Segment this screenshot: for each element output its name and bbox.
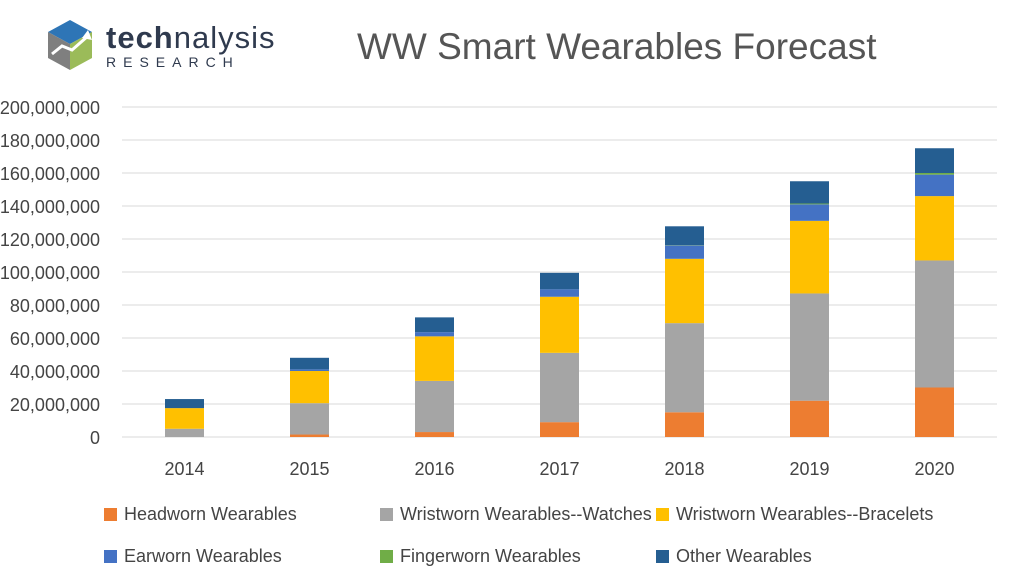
x-tick-label: 2019 bbox=[789, 459, 829, 479]
legend-label: Fingerworn Wearables bbox=[400, 545, 581, 566]
bar-segment-headworn-2018 bbox=[665, 412, 704, 437]
bar-segment-other-2015 bbox=[290, 357, 329, 370]
bar-segment-watches-2015 bbox=[290, 403, 329, 435]
bar-segment-watches-2019 bbox=[790, 293, 829, 401]
bar-segment-bracelets-2019 bbox=[790, 220, 829, 294]
stacked-bar-chart: 0 20,000,000 40,000,000 60,000,000 80,000,00… bbox=[0, 98, 997, 479]
logo-word-bold: tech bbox=[106, 20, 174, 55]
bar-segment-watches-2020 bbox=[915, 260, 954, 388]
bar-segment-earworn-2015 bbox=[290, 369, 329, 371]
bar-segment-other-2019 bbox=[790, 181, 829, 204]
logo-tagline: RESEARCH bbox=[106, 54, 240, 70]
bar-segment-other-2014 bbox=[165, 399, 204, 409]
bar-segment-bracelets-2020 bbox=[915, 196, 954, 261]
chart-legend: Headworn Wearables Wristworn Wearables--W… bbox=[104, 502, 1004, 582]
bar-segment-headworn-2016 bbox=[415, 432, 454, 437]
x-tick-label: 2016 bbox=[414, 459, 454, 479]
x-tick-label: 2018 bbox=[664, 459, 704, 479]
bar-segment-other-2018 bbox=[665, 226, 704, 246]
bar-segment-watches-2014 bbox=[165, 428, 204, 437]
x-tick-label: 2014 bbox=[164, 459, 204, 479]
legend-swatch bbox=[104, 549, 117, 563]
legend-label: Earworn Wearables bbox=[124, 545, 282, 566]
legend-item-other: Other Wearables bbox=[656, 544, 812, 568]
x-tick-label: 2017 bbox=[539, 459, 579, 479]
x-tick-label: 2020 bbox=[914, 459, 954, 479]
bar-segment-earworn-2018 bbox=[665, 245, 704, 259]
technalysis-research-logo: technalysis RESEARCH bbox=[44, 14, 304, 80]
chart-title: WW Smart Wearables Forecast bbox=[357, 26, 877, 67]
bar-segment-bracelets-2014 bbox=[165, 408, 204, 429]
bar-segment-bracelets-2016 bbox=[415, 336, 454, 381]
bar-segment-earworn-2020 bbox=[915, 174, 954, 197]
bar-segment-headworn-2015 bbox=[290, 434, 329, 437]
y-tick-label: 120,000,000 bbox=[0, 230, 100, 250]
bars bbox=[165, 148, 954, 437]
legend-label: Wristworn Wearables--Bracelets bbox=[676, 503, 934, 524]
bar-segment-earworn-2017 bbox=[540, 289, 579, 297]
x-tick-label: 2015 bbox=[289, 459, 329, 479]
bar-segment-earworn-2016 bbox=[415, 332, 454, 337]
y-tick-label: 60,000,000 bbox=[10, 329, 100, 349]
bar-segment-bracelets-2015 bbox=[290, 371, 329, 404]
legend-item-watches: Wristworn Wearables--Watches bbox=[380, 502, 652, 526]
y-tick-label: 100,000,000 bbox=[0, 263, 100, 283]
logo-cube-icon bbox=[48, 20, 92, 70]
bar-segment-watches-2017 bbox=[540, 352, 579, 423]
legend-label: Headworn Wearables bbox=[124, 503, 297, 524]
bar-segment-watches-2016 bbox=[415, 380, 454, 433]
legend-swatch bbox=[656, 549, 669, 563]
legend-item-headworn: Headworn Wearables bbox=[104, 502, 297, 526]
bar-segment-bracelets-2017 bbox=[540, 296, 579, 353]
bar-segment-other-2016 bbox=[415, 317, 454, 333]
legend-item-fingerworn: Fingerworn Wearables bbox=[380, 544, 581, 568]
y-tick-label: 40,000,000 bbox=[10, 362, 100, 382]
bar-segment-headworn-2019 bbox=[790, 400, 829, 437]
y-tick-label: 180,000,000 bbox=[0, 131, 100, 151]
y-tick-label: 0 bbox=[90, 428, 100, 448]
bar-segment-bracelets-2018 bbox=[665, 258, 704, 324]
bar-segment-earworn-2019 bbox=[790, 204, 829, 221]
x-axis-ticks: 2014 2015 2016 2017 2018 2019 2020 bbox=[164, 459, 954, 479]
legend-label: Wristworn Wearables--Watches bbox=[400, 503, 652, 524]
logo-word-light: nalysis bbox=[173, 20, 276, 55]
bar-segment-other-2020 bbox=[915, 148, 954, 173]
y-tick-label: 20,000,000 bbox=[10, 395, 100, 415]
legend-item-earworn: Earworn Wearables bbox=[104, 544, 282, 568]
y-tick-label: 140,000,000 bbox=[0, 197, 100, 217]
legend-item-bracelets: Wristworn Wearables--Bracelets bbox=[656, 502, 933, 526]
bar-segment-fingerworn-2020 bbox=[915, 173, 954, 175]
y-tick-label: 200,000,000 bbox=[0, 98, 100, 118]
bar-segment-watches-2018 bbox=[665, 323, 704, 413]
bar-segment-headworn-2017 bbox=[540, 422, 579, 437]
legend-swatch bbox=[656, 507, 669, 521]
legend-label: Other Wearables bbox=[676, 545, 812, 566]
y-tick-label: 80,000,000 bbox=[10, 296, 100, 316]
legend-swatch bbox=[380, 507, 393, 521]
y-axis-ticks: 0 20,000,000 40,000,000 60,000,000 80,000,00… bbox=[0, 98, 100, 448]
legend-swatch bbox=[380, 549, 393, 563]
bar-segment-fingerworn-2019 bbox=[790, 203, 829, 205]
bar-segment-other-2017 bbox=[540, 272, 579, 290]
bar-segment-headworn-2020 bbox=[915, 387, 954, 437]
legend-swatch bbox=[104, 507, 117, 521]
y-tick-label: 160,000,000 bbox=[0, 164, 100, 184]
logo-wordmark: technalysis bbox=[106, 20, 276, 56]
